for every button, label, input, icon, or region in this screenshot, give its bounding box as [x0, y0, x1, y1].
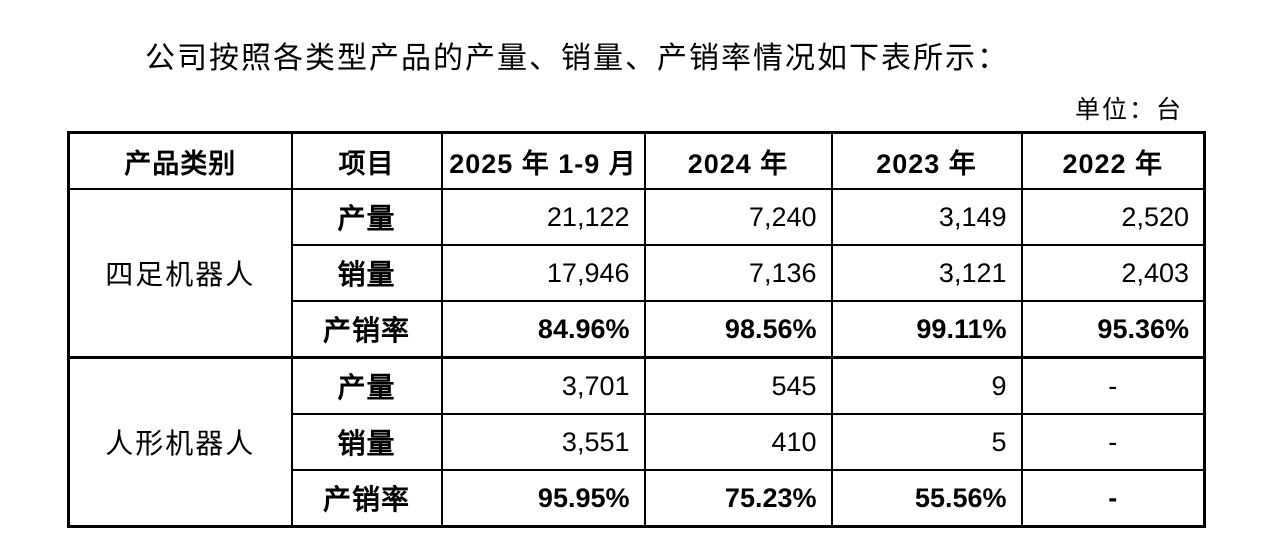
table-row: 人形机器人 产量 3,701 545 9 - [67, 356, 1206, 528]
value-cell: - [1020, 413, 1206, 471]
table-row: 销量 17,946 7,136 3,121 2,403 [69, 244, 1206, 302]
category-cell: 四足机器人 [67, 188, 293, 359]
value-cell: 95.95% [440, 469, 646, 528]
header-product-category: 产品类别 [67, 131, 293, 190]
item-cell: 销量 [290, 413, 443, 471]
item-cell: 产量 [290, 188, 443, 246]
table-header-row: 产品类别 项目 2025 年 1-9 月 2024 年 2023 年 2022 … [67, 131, 1206, 190]
item-cell: 产销率 [290, 300, 443, 359]
value-cell: 84.96% [440, 300, 646, 359]
value-cell: 3,701 [440, 356, 646, 415]
value-cell: 3,551 [440, 413, 646, 471]
item-cell: 产销率 [290, 469, 443, 528]
category-cell: 人形机器人 [67, 356, 293, 528]
value-cell: 7,240 [643, 188, 833, 246]
value-cell: 95.36% [1020, 300, 1206, 359]
value-cell: 3,149 [830, 188, 1023, 246]
item-cell: 产量 [290, 356, 443, 415]
value-cell: 7,136 [643, 244, 833, 302]
page-title: 公司按照各类型产品的产量、销量、产销率情况如下表所示： [145, 42, 1009, 75]
value-cell: - [1020, 469, 1206, 528]
production-sales-table: 产品类别 项目 2025 年 1-9 月 2024 年 2023 年 2022 … [67, 131, 1206, 528]
value-cell: 75.23% [643, 469, 833, 528]
header-item: 项目 [290, 131, 443, 190]
value-cell: 3,121 [830, 244, 1023, 302]
header-2024: 2024 年 [643, 131, 833, 190]
header-2023: 2023 年 [830, 131, 1023, 190]
value-cell: 545 [643, 356, 833, 415]
value-cell: 17,946 [440, 244, 646, 302]
table-row: 产销率 84.96% 98.56% 99.11% 95.36% [69, 300, 1206, 359]
item-cell: 销量 [290, 244, 443, 302]
header-2022: 2022 年 [1020, 131, 1206, 190]
table-row: 产销率 95.95% 75.23% 55.56% - [69, 469, 1206, 528]
value-cell: 9 [830, 356, 1023, 415]
value-cell: 99.11% [830, 300, 1023, 359]
value-cell: - [1020, 356, 1206, 415]
value-cell: 55.56% [830, 469, 1023, 528]
value-cell: 410 [643, 413, 833, 471]
value-cell: 98.56% [643, 300, 833, 359]
header-2025: 2025 年 1-9 月 [440, 131, 646, 190]
table-row: 四足机器人 产量 21,122 7,240 3,149 2,520 [67, 188, 1206, 359]
value-cell: 2,520 [1020, 188, 1206, 246]
table-row: 销量 3,551 410 5 - [69, 413, 1206, 471]
value-cell: 21,122 [440, 188, 646, 246]
value-cell: 5 [830, 413, 1023, 471]
value-cell: 2,403 [1020, 244, 1206, 302]
unit-label: 单位：台 [1074, 97, 1183, 124]
